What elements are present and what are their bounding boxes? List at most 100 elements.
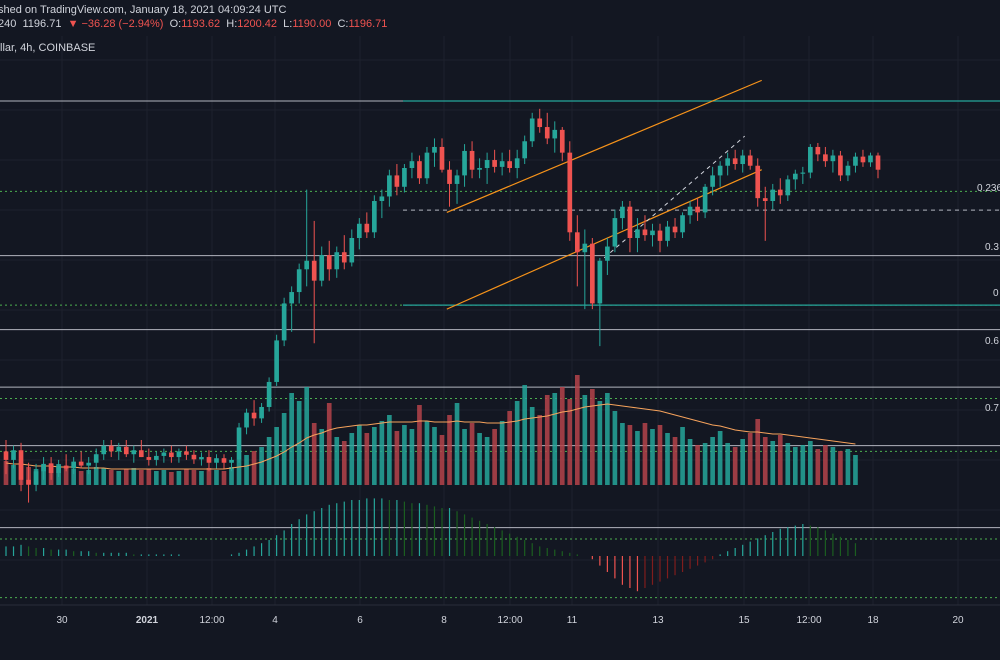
volume-bar <box>334 437 340 485</box>
volume-bar <box>830 447 836 485</box>
ascending-channel[interactable] <box>446 79 762 310</box>
volume-bar <box>597 401 603 485</box>
candle-body <box>3 451 9 460</box>
candle-body <box>514 158 520 169</box>
candle-body <box>462 150 467 176</box>
candle-body <box>244 412 249 428</box>
candle-body <box>26 479 31 485</box>
volume-bar <box>424 421 430 485</box>
candle-body <box>281 303 287 341</box>
volume-bar <box>349 433 355 485</box>
volume-bar <box>725 443 730 485</box>
volume-bar <box>537 415 543 485</box>
candle-body <box>402 168 407 187</box>
candle-body <box>86 462 92 466</box>
volume-bar <box>582 395 588 485</box>
candle-body <box>492 160 497 167</box>
volume-bar <box>123 469 129 485</box>
price-change: ▼ −36.28 (−2.94%) <box>67 18 164 30</box>
x-tick: 12:00 <box>796 615 822 626</box>
candle-body <box>154 455 159 460</box>
volume-bar <box>612 411 618 485</box>
candle-body <box>394 175 400 187</box>
volume-bar <box>777 435 783 485</box>
volume-bar <box>687 439 693 485</box>
x-tick: 6 <box>357 615 363 626</box>
fib-label-05: 0 <box>993 288 999 299</box>
candle-body <box>176 451 182 458</box>
volume-bar <box>657 425 663 485</box>
volume-bar <box>326 403 332 485</box>
volume-bar <box>319 429 325 485</box>
volume-bar <box>379 421 385 485</box>
volume-bar <box>559 387 565 485</box>
volume-bar <box>146 469 152 485</box>
candle-body <box>131 450 137 455</box>
volume-bar <box>236 460 242 485</box>
volume-bar <box>191 470 197 485</box>
volume-bar <box>620 423 625 485</box>
candle-body <box>123 446 129 455</box>
candle-body <box>259 406 264 419</box>
candle-body <box>800 172 806 174</box>
candle-body <box>762 198 768 202</box>
low-label: L: <box>283 18 293 30</box>
volume-bar <box>304 387 310 485</box>
volume-bar <box>71 469 76 485</box>
volume-bar <box>108 470 114 485</box>
candle-body <box>454 175 460 184</box>
candle-body <box>597 260 603 304</box>
candle-body <box>18 450 24 480</box>
volume-bar <box>417 405 422 485</box>
volume-bar <box>86 470 92 485</box>
candle-body <box>853 156 858 166</box>
volume-bar <box>199 471 204 485</box>
candle-body <box>544 127 550 139</box>
candle-body <box>845 165 851 176</box>
volume-bar <box>514 401 520 485</box>
volume-bar <box>311 423 317 485</box>
candle-body <box>605 246 610 261</box>
candle-body <box>507 161 512 169</box>
candle-body <box>808 146 813 173</box>
close-value: 1196.71 <box>348 18 388 30</box>
candle-body <box>116 446 122 452</box>
volume-bar <box>800 445 806 485</box>
open-label: O: <box>169 18 182 30</box>
volume-bar <box>439 435 445 485</box>
candle-body <box>364 223 370 233</box>
candle-body <box>642 229 648 236</box>
candle-body <box>334 252 340 270</box>
candle-body <box>785 179 791 196</box>
volume-bar <box>154 471 159 485</box>
x-tick: 8 <box>441 615 447 626</box>
volume-bar <box>221 471 227 485</box>
candle-body <box>311 260 317 281</box>
candlestick-series <box>3 108 881 503</box>
time-axis[interactable]: 30 2021 12:00 4 6 8 12:00 11 13 15 12:00… <box>0 605 1000 635</box>
candle-body <box>319 255 325 281</box>
candle-body <box>627 206 633 238</box>
volume-bar <box>672 437 678 485</box>
volume-bar <box>792 447 798 485</box>
x-tick: 20 <box>952 615 964 626</box>
volume-bar <box>402 425 407 485</box>
candle-body <box>815 146 821 155</box>
ohlc-legend: 240 1196.71 ▼ −36.28 (−2.94%) O:1193.62 … <box>0 18 387 30</box>
candle-body <box>221 458 227 463</box>
volume-bar <box>695 445 700 485</box>
candle-body <box>41 463 46 472</box>
candle-body <box>710 175 715 187</box>
volume-bar <box>710 437 715 485</box>
last-price: 1196.71 <box>22 18 62 30</box>
volume-bar <box>740 439 746 485</box>
volume-bar <box>462 429 467 485</box>
volume-bar <box>63 467 69 485</box>
candle-body <box>93 454 99 463</box>
candle-body <box>650 230 655 236</box>
candle-body <box>146 457 152 460</box>
x-tick: 13 <box>652 615 664 626</box>
candle-body <box>356 223 362 238</box>
candle-body <box>484 160 490 169</box>
